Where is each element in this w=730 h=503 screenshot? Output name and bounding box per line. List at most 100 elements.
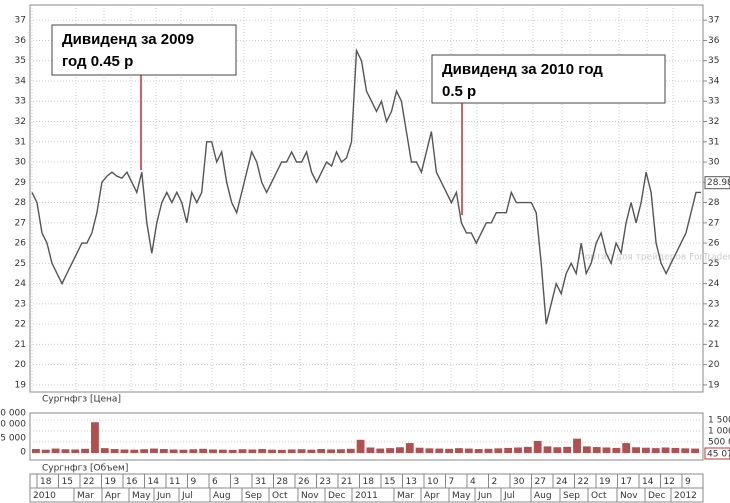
day-label: 18 (40, 477, 52, 487)
volume-bar (120, 449, 129, 453)
y-tick-label-right: 33 (708, 97, 719, 107)
volume-left-label: 0 (20, 448, 26, 458)
day-label: 26 (298, 477, 310, 487)
volume-bar (632, 447, 640, 453)
y-tick-label-left: 32 (15, 117, 26, 127)
price-line (31, 47, 701, 325)
y-tick-label-left: 31 (15, 137, 26, 147)
day-label: 13 (406, 477, 417, 487)
month-label: 2011 (355, 491, 378, 501)
y-tick-label-right: 19 (708, 380, 720, 390)
y-tick-label-right: 21 (708, 340, 719, 350)
day-label: 4 (470, 477, 476, 487)
day-label: 17 (621, 477, 632, 487)
day-label: 24 (556, 477, 568, 487)
volume-bar (218, 449, 227, 453)
volume-left-label: 5 000 (0, 434, 26, 444)
volume-tick-label: 500 0 (708, 437, 730, 447)
month-label: Mar (77, 491, 94, 501)
month-label: Oct (591, 491, 607, 501)
day-label: 22 (578, 477, 589, 487)
month-label: Sep (245, 491, 262, 501)
volume-bar (327, 449, 335, 453)
y-tick-label-left: 34 (15, 76, 27, 86)
day-label: 21 (341, 477, 352, 487)
volume-bar (464, 448, 473, 453)
month-label: Apr (105, 491, 121, 501)
volume-bar (602, 447, 611, 453)
volume-bar (159, 449, 168, 453)
month-label: Jul (503, 491, 515, 501)
annotation-box (51, 24, 237, 76)
volume-bar (681, 448, 690, 453)
y-tick-label-left: 35 (15, 56, 26, 66)
y-tick-label-left: 37 (15, 16, 26, 26)
day-label: 30 (513, 477, 525, 487)
last-value-label: 28.98 (707, 178, 730, 188)
volume-bar (356, 439, 365, 453)
volume-bar (651, 448, 660, 453)
month-label: Oct (272, 491, 288, 501)
month-label: Dec (648, 491, 665, 501)
month-label: Sep (563, 491, 580, 501)
y-tick-label-right: 22 (708, 320, 719, 330)
y-tick-label-right: 23 (708, 299, 719, 309)
y-tick-label-left: 36 (15, 36, 27, 46)
volume-bar (61, 449, 70, 453)
volume-tick-label: 1 000 (708, 427, 730, 437)
volume-bar (209, 449, 217, 453)
volume-last-label: 45 07 (707, 450, 730, 460)
y-tick-label-left: 25 (15, 259, 26, 269)
volume-legend: Сургнфгз [Объем] (42, 464, 128, 474)
volume-last-box (704, 447, 730, 460)
volume-bar (287, 449, 296, 453)
month-label: Nov (301, 491, 319, 501)
y-tick-label-right: 30 (708, 158, 720, 168)
y-tick-label-right: 34 (708, 76, 720, 86)
volume-bar (533, 440, 542, 453)
day-label: 31 (255, 477, 266, 487)
watermark: Портал для трейдеров ForTrader.ru (578, 253, 730, 263)
volume-bar (484, 448, 493, 453)
day-label: 19 (599, 477, 611, 487)
volume-bar (71, 449, 80, 453)
volume-bar (248, 449, 257, 453)
volume-bar (317, 449, 326, 453)
month-label: Dec (328, 491, 345, 501)
volume-bar (199, 448, 208, 453)
y-tick-label-left: 21 (15, 340, 26, 350)
y-tick-label-right: 36 (708, 36, 720, 46)
volume-bar (179, 449, 188, 453)
volume-bar (592, 447, 601, 453)
day-label: 19 (105, 477, 117, 487)
volume-bar (386, 448, 395, 453)
month-label: Mar (397, 491, 414, 501)
day-label: 10 (427, 477, 439, 487)
day-label: 18 (363, 477, 375, 487)
volume-bar (504, 447, 513, 453)
volume-bar (523, 446, 532, 453)
annotation-line1: Дивиденд за 2010 год (442, 61, 603, 78)
day-label: 2 (492, 477, 498, 487)
price-frame (29, 4, 704, 393)
volume-bar (445, 448, 454, 453)
day-label: 3 (234, 477, 240, 487)
volume-bar (641, 447, 650, 453)
volume-tick-label: 1 500 (708, 416, 730, 426)
y-tick-label-right: 32 (708, 117, 719, 127)
y-tick-label-left: 22 (15, 320, 26, 330)
y-tick-label-right: 24 (708, 279, 720, 289)
volume-bar (346, 448, 355, 453)
y-tick-label-right: 26 (708, 239, 720, 249)
volume-bar (366, 447, 375, 453)
volume-bar (169, 449, 178, 453)
day-label: 6 (212, 477, 218, 487)
volume-bar (573, 438, 581, 453)
month-label: May (452, 491, 471, 501)
volume-bar (405, 443, 414, 453)
volume-bar (691, 448, 699, 453)
annotation-box (431, 54, 666, 104)
y-tick-label-right: 27 (708, 218, 719, 228)
month-label: 2012 (674, 491, 697, 501)
y-tick-label-right: 28 (708, 198, 720, 208)
